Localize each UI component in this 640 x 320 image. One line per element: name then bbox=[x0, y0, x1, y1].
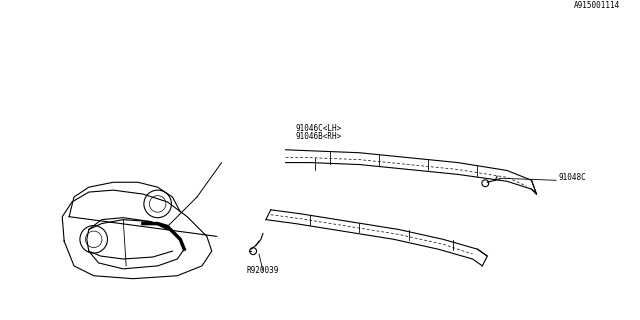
Text: 91046C<LH>: 91046C<LH> bbox=[296, 124, 342, 133]
Text: 91046B<RH>: 91046B<RH> bbox=[296, 132, 342, 141]
Text: R920039: R920039 bbox=[247, 266, 279, 275]
Text: 91048C: 91048C bbox=[558, 173, 586, 182]
Text: A915001114: A915001114 bbox=[574, 1, 620, 10]
